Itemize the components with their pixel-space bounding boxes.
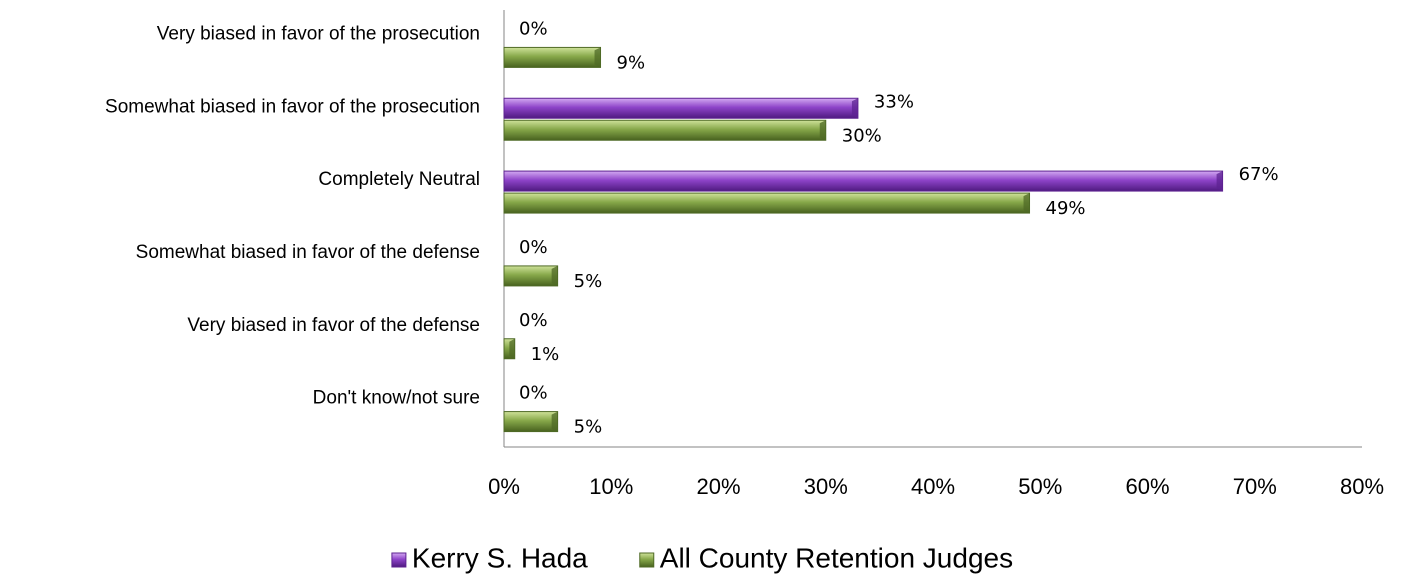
legend-swatch-kerry-hada [391, 552, 407, 568]
data-label: 30% [842, 125, 882, 146]
bar-all-county-judges [503, 119, 827, 141]
x-tick-label: 40% [911, 474, 955, 499]
x-tick-label: 70% [1233, 474, 1277, 499]
x-tick-label: 10% [589, 474, 633, 499]
x-tick-label: 50% [1018, 474, 1062, 499]
category-labels: Very biased in favor of the prosecution S… [105, 23, 480, 408]
bar-end-cap [1023, 193, 1030, 214]
data-label: 0% [519, 310, 548, 331]
data-label: 67% [1239, 164, 1279, 185]
data-label: 0% [519, 237, 548, 258]
category-label: Somewhat biased in favor of the prosecut… [105, 96, 480, 117]
bar-kerry-hada [503, 170, 1224, 192]
x-tick-label: 20% [696, 474, 740, 499]
x-tick-label: 30% [804, 474, 848, 499]
x-tick-label: 80% [1340, 474, 1384, 499]
data-label: 1% [531, 344, 560, 365]
legend-label: All County Retention Judges [660, 542, 1013, 573]
category-label: Don't know/not sure [313, 388, 480, 409]
data-label: 9% [617, 52, 646, 73]
bar-end-cap [819, 120, 826, 141]
axes [503, 10, 1362, 448]
data-label: 5% [574, 271, 603, 292]
x-tick-label: 0% [488, 474, 520, 499]
data-label: 0% [519, 18, 548, 39]
bar-all-county-judges [503, 46, 602, 68]
data-labels: 0% 9% 33% 30% 67% 49% 0% 5% 0% 1% 0% 5% [519, 18, 1279, 437]
category-label: Completely Neutral [318, 169, 480, 190]
data-label: 5% [574, 417, 603, 438]
data-label: 0% [519, 383, 548, 404]
bar-all-county-judges [503, 411, 559, 433]
bar-kerry-hada [503, 97, 859, 119]
bar-end-cap [509, 338, 515, 359]
legend: Kerry S. Hada All County Retention Judges [391, 542, 1013, 573]
category-label: Somewhat biased in favor of the defense [136, 242, 480, 263]
category-label: Very biased in favor of the defense [187, 315, 480, 336]
category-label: Very biased in favor of the prosecution [157, 23, 480, 44]
data-label: 33% [874, 91, 914, 112]
x-tick-labels: 0% 10% 20% 30% 40% 50% 60% 70% 80% [488, 474, 1384, 499]
bar-end-cap [551, 411, 558, 432]
legend-swatch-all-county-judges [639, 552, 655, 568]
bar-end-cap [594, 47, 601, 68]
bar-all-county-judges [503, 265, 559, 287]
x-tick-label: 60% [1125, 474, 1169, 499]
data-label: 49% [1046, 198, 1086, 219]
bar-all-county-judges [503, 192, 1031, 214]
bar-end-cap [1216, 171, 1223, 192]
legend-label: Kerry S. Hada [412, 542, 588, 573]
bar-end-cap [851, 98, 858, 119]
bars [503, 46, 1224, 433]
bar-end-cap [551, 265, 558, 286]
